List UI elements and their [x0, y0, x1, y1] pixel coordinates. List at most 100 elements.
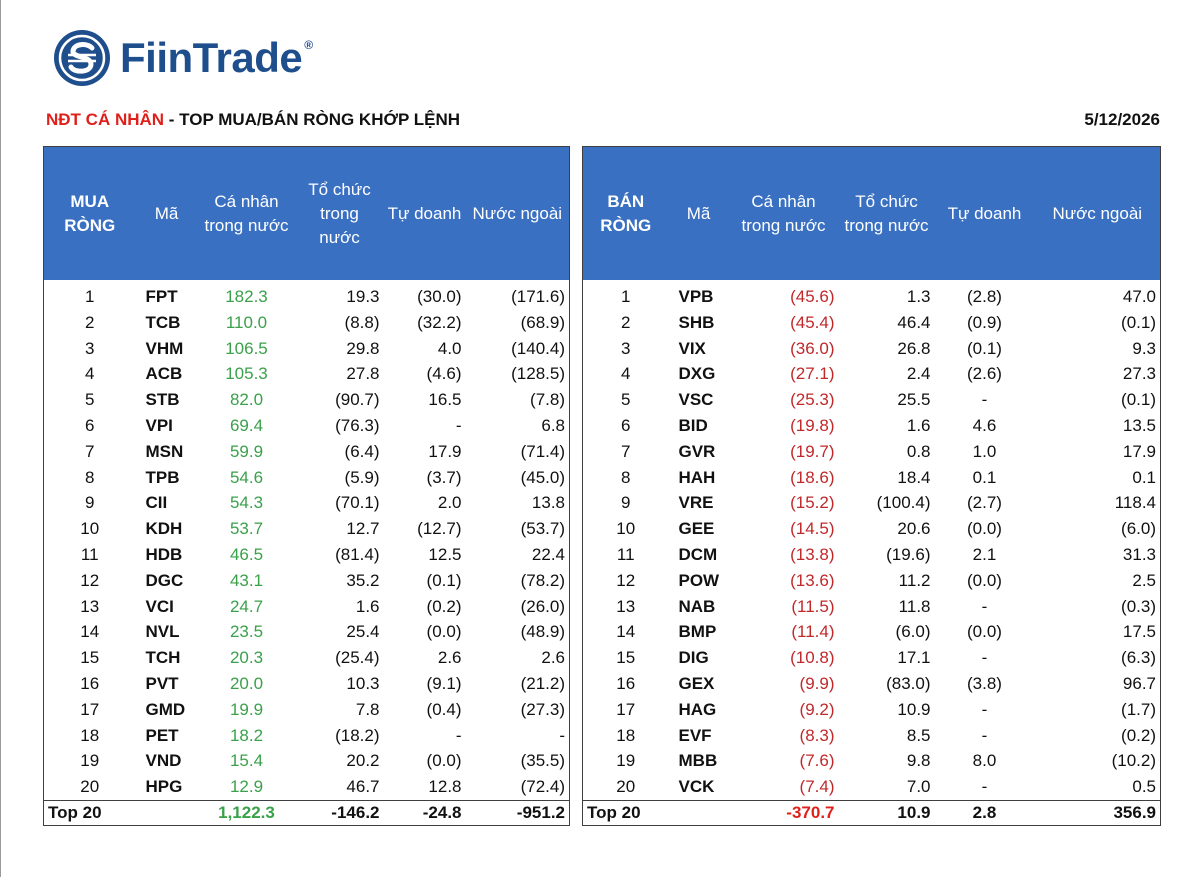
individual-cell: 182.3: [225, 287, 268, 306]
individual-cell: 82.0: [229, 390, 264, 410]
individual-cell: 19.9: [229, 699, 264, 719]
report-title-row: NĐT CÁ NHÂN - TOP MUA/BÁN RÒNG KHỚP LỆNH…: [46, 110, 1160, 132]
stock-code-cell: VCK: [678, 777, 715, 797]
individual-cell: 24.7: [229, 596, 264, 616]
foreign-cell: (72.4): [520, 777, 565, 797]
institution-cell: 1.3: [906, 287, 931, 306]
header-individual: Cá nhân trong nước: [197, 146, 296, 280]
table-row: 5 STB 82.0 (90.7) 16.5 (7.8): [44, 387, 570, 413]
stock-code-cell: KDH: [145, 519, 183, 539]
institution-cell: (25.4): [335, 648, 380, 668]
foreign-cell: (7.8): [530, 390, 565, 410]
institution-cell: (90.7): [335, 390, 380, 410]
stock-code-cell: MBB: [678, 751, 718, 771]
institution-cell: (76.3): [335, 415, 380, 435]
table-row: 5 VSC (25.3) 25.5 - (0.1): [583, 387, 1161, 413]
individual-cell: (8.3): [799, 725, 835, 745]
proprietary-cell: (4.6): [426, 364, 462, 384]
header-net-buy: MUA RÒNG: [43, 146, 136, 280]
rank-cell: 13: [616, 596, 636, 616]
total-individual: 1,122.3: [197, 799, 296, 826]
table-row: 13 NAB (11.5) 11.8 - (0.3): [583, 594, 1161, 620]
stock-code-cell: VND: [145, 751, 182, 771]
header-proprietary: Tự doanh: [934, 146, 1035, 280]
proprietary-cell: (2.8): [967, 287, 1002, 306]
proprietary-cell: 2.6: [437, 648, 462, 668]
stock-code-cell: VRE: [678, 493, 714, 513]
foreign-cell: (0.1): [1121, 390, 1156, 410]
stock-code-cell: HDB: [145, 544, 183, 564]
foreign-cell: (78.2): [520, 570, 565, 590]
header-institution: Tổ chức trong nước: [838, 146, 935, 280]
net-sell-rows: 1 VPB (45.6) 1.3 (2.8) 47.0 2 SHB (45.4) 46.4 (0.9…: [583, 280, 1161, 800]
proprietary-cell: (0.0): [967, 519, 1002, 539]
foreign-cell: 27.3: [1122, 364, 1156, 384]
header-individual: Cá nhân trong nước: [728, 146, 839, 280]
table-row: 7 GVR (19.7) 0.8 1.0 17.9: [583, 439, 1161, 465]
table-row: 17 HAG (9.2) 10.9 - (1.7): [583, 697, 1161, 723]
rank-cell: 19: [80, 751, 100, 771]
proprietary-cell: -: [981, 699, 988, 719]
foreign-cell: 96.7: [1122, 673, 1156, 693]
proprietary-cell: -: [455, 725, 462, 745]
institution-cell: (19.6): [886, 544, 931, 564]
individual-cell: (27.1): [790, 364, 835, 384]
rank-cell: 10: [80, 519, 100, 539]
foreign-cell: 0.5: [1132, 777, 1156, 797]
stock-code-cell: MSN: [145, 441, 184, 461]
table-row: 2 TCB 110.0 (8.8) (32.2) (68.9): [44, 310, 570, 336]
stock-code-cell: VPB: [678, 287, 714, 306]
stock-code-cell: VIX: [678, 338, 706, 358]
header-institution: Tổ chức trong nước: [295, 146, 384, 280]
individual-cell: (10.8): [790, 648, 835, 668]
stock-code-cell: BID: [678, 415, 708, 435]
stock-code-cell: TCB: [145, 312, 181, 332]
institution-cell: 25.5: [897, 390, 931, 410]
individual-cell: (13.8): [790, 544, 835, 564]
table-row: 9 VRE (15.2) (100.4) (2.7) 118.4: [583, 490, 1161, 516]
individual-cell: (11.4): [791, 622, 835, 642]
table-row: 8 HAH (18.6) 18.4 0.1 0.1: [583, 465, 1161, 491]
stock-code-cell: DGC: [145, 570, 184, 590]
individual-cell: 12.9: [229, 777, 264, 797]
report-date: 5/12/2026: [1084, 110, 1160, 129]
rank-cell: 3: [621, 338, 631, 358]
proprietary-cell: (0.0): [426, 751, 462, 771]
institution-cell: 2.4: [906, 364, 931, 384]
institution-cell: (81.4): [335, 544, 380, 564]
individual-cell: (13.6): [790, 570, 835, 590]
table-header-row: MUA RÒNG Mã Cá nhân trong nước Tổ chức t…: [43, 146, 570, 280]
stock-code-cell: HAH: [678, 467, 716, 487]
report-title-highlight: NĐT CÁ NHÂN: [46, 110, 165, 129]
foreign-cell: -: [559, 725, 565, 745]
institution-cell: (70.1): [335, 493, 380, 513]
individual-cell: 15.4: [229, 751, 264, 771]
rank-cell: 5: [85, 390, 95, 410]
individual-cell: 69.4: [229, 415, 264, 435]
rank-cell: 17: [80, 699, 100, 719]
individual-cell: (19.7): [790, 441, 835, 461]
rank-cell: 9: [621, 493, 631, 513]
foreign-cell: 6.8: [541, 415, 565, 435]
foreign-cell: 17.5: [1122, 622, 1156, 642]
rank-cell: 1: [621, 287, 631, 306]
rank-cell: 2: [85, 312, 95, 332]
total-proprietary: 2.8: [934, 799, 1035, 826]
stock-code-cell: VSC: [678, 390, 714, 410]
foreign-cell: 0.1: [1132, 467, 1156, 487]
header-code: Mã: [668, 146, 729, 280]
foreign-cell: (10.2): [1111, 751, 1156, 771]
rank-cell: 10: [616, 519, 636, 539]
table-row: 17 GMD 19.9 7.8 (0.4) (27.3): [44, 697, 570, 723]
individual-cell: 54.6: [229, 467, 264, 487]
total-foreign: -951.2: [465, 799, 570, 826]
stock-code-cell: EVF: [678, 725, 712, 745]
proprietary-cell: -: [981, 777, 988, 797]
proprietary-cell: -: [455, 415, 462, 435]
proprietary-cell: (12.7): [417, 519, 462, 539]
report-title-rest: - TOP MUA/BÁN RÒNG KHỚP LỆNH: [164, 110, 461, 129]
proprietary-cell: (32.2): [417, 312, 462, 332]
rank-cell: 14: [616, 622, 636, 642]
institution-cell: 27.8: [346, 364, 380, 384]
institution-cell: 10.9: [897, 699, 931, 719]
